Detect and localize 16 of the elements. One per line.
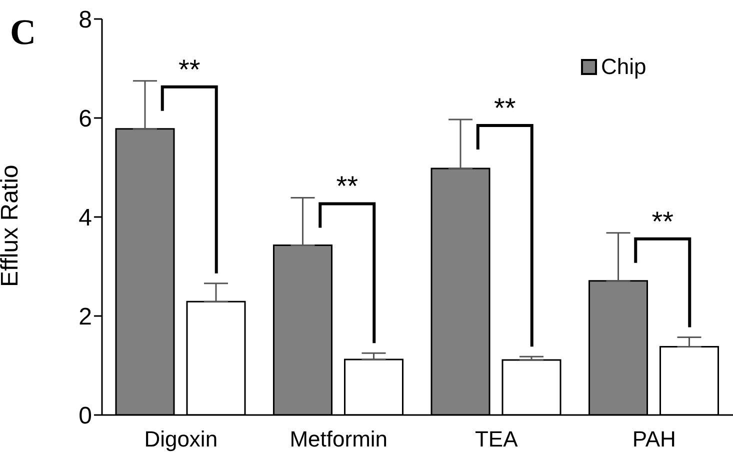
x-tick-label: Metformin: [290, 426, 388, 452]
legend-label: Chip: [601, 54, 646, 80]
y-axis-title: Efflux Ratio: [0, 164, 24, 287]
x-tick-label: TEA: [474, 426, 518, 452]
annotation: **: [178, 54, 200, 85]
y-tick-label: 2: [78, 304, 92, 331]
y-tick-label: 0: [78, 402, 92, 430]
text: C: [10, 12, 36, 52]
annotation: **: [494, 92, 516, 124]
annotation: **: [336, 170, 358, 202]
y-tick-label: 6: [78, 106, 92, 133]
y-tick-label: 4: [78, 204, 92, 232]
annotation: **: [652, 206, 674, 237]
x-tick-label: Digoxin: [144, 426, 218, 452]
x-tick-label: PAH: [632, 426, 676, 452]
y-tick-label: 8: [78, 6, 92, 34]
